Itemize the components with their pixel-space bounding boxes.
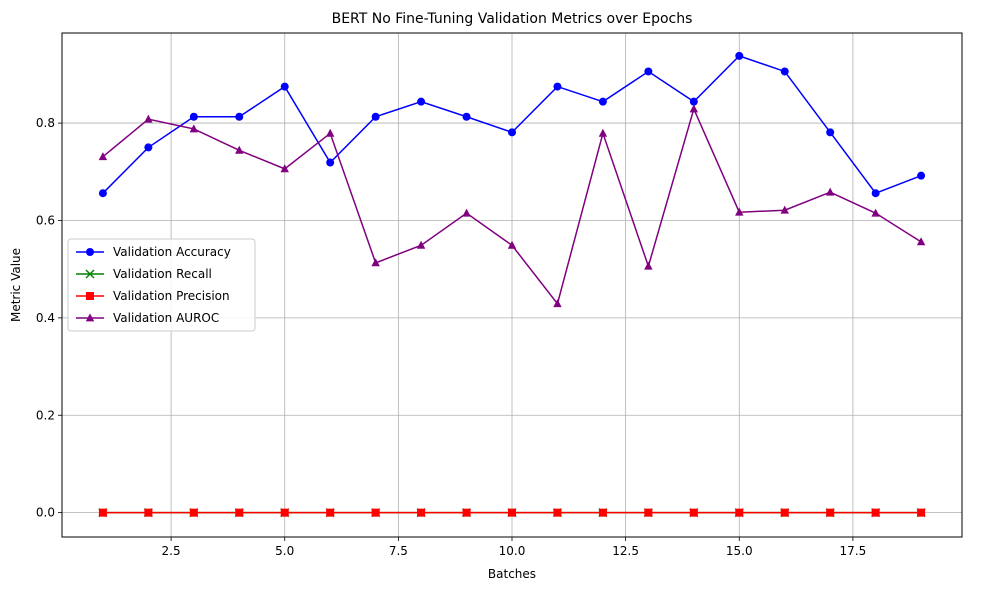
data-point-validation-precision: [735, 508, 744, 517]
data-point-validation-precision: [371, 508, 380, 517]
data-point-validation-accuracy: [826, 128, 835, 137]
legend-item-validation-auroc: Validation AUROC: [76, 311, 219, 325]
data-point-validation-auroc: [553, 299, 562, 308]
data-point-validation-precision: [644, 508, 653, 517]
legend-marker-validation-recall: [85, 269, 95, 279]
data-point-validation-auroc: [871, 208, 880, 217]
data-point-validation-precision: [826, 508, 835, 517]
data-point-validation-auroc: [598, 128, 608, 137]
data-point-validation-auroc: [462, 208, 471, 217]
data-point-validation-accuracy: [462, 112, 471, 121]
x-axis-title: Batches: [488, 567, 536, 581]
data-point-validation-accuracy: [417, 97, 426, 106]
y-tick-label: 0.2: [36, 408, 55, 422]
data-point-validation-auroc: [189, 124, 199, 133]
legend-item-validation-accuracy: Validation Accuracy: [76, 245, 231, 259]
data-point-validation-auroc: [98, 152, 108, 161]
data-point-validation-auroc: [735, 207, 744, 216]
legend-label: Validation Precision: [113, 289, 230, 303]
y-tick-label: 0.6: [36, 213, 55, 227]
data-point-validation-accuracy: [598, 97, 607, 106]
data-point-validation-accuracy: [326, 158, 335, 167]
data-point-validation-accuracy: [235, 112, 244, 121]
legend-item-validation-precision: Validation Precision: [76, 289, 230, 303]
data-point-validation-accuracy: [689, 97, 698, 106]
data-point-validation-accuracy: [189, 112, 198, 121]
data-point-validation-accuracy: [780, 67, 789, 76]
chart-title: BERT No Fine-Tuning Validation Metrics o…: [332, 11, 693, 27]
data-point-validation-accuracy: [280, 82, 289, 91]
data-point-validation-auroc: [507, 240, 517, 249]
data-point-validation-precision: [598, 508, 607, 517]
data-point-validation-accuracy: [371, 112, 380, 121]
data-point-validation-auroc: [144, 114, 153, 123]
data-point-validation-auroc: [280, 164, 289, 173]
data-point-validation-auroc: [325, 128, 335, 137]
legend-label: Validation Accuracy: [113, 245, 231, 259]
x-tick-label: 15.0: [726, 544, 753, 558]
legend-marker-validation-auroc: [85, 313, 95, 322]
x-tick-label: 5.0: [275, 544, 294, 558]
data-point-validation-precision: [280, 508, 289, 517]
data-point-validation-accuracy: [144, 143, 153, 152]
data-point-validation-auroc: [825, 187, 835, 196]
legend-box: [67, 238, 256, 332]
legend-marker-validation-precision: [86, 292, 94, 300]
data-point-validation-auroc: [416, 240, 426, 249]
data-point-validation-auroc: [644, 261, 653, 270]
data-point-validation-accuracy: [644, 67, 653, 76]
legend-label: Validation Recall: [113, 267, 212, 281]
data-point-validation-precision: [326, 508, 335, 517]
data-point-validation-accuracy: [871, 189, 880, 198]
data-point-validation-precision: [189, 508, 198, 517]
data-point-validation-auroc: [916, 237, 926, 246]
legend-label: Validation AUROC: [113, 311, 219, 325]
legend: Validation Accuracy Validation Recall Vali…: [67, 238, 256, 332]
series-validation-auroc: [98, 104, 926, 308]
data-point-validation-precision: [462, 508, 471, 517]
data-point-validation-accuracy: [98, 189, 107, 198]
data-point-validation-precision: [780, 508, 789, 517]
series-validation-precision: [98, 508, 926, 517]
y-tick-label: 0.4: [36, 311, 55, 325]
legend-marker-validation-accuracy: [86, 248, 94, 256]
data-point-validation-accuracy: [735, 51, 744, 60]
y-axis-title: Metric Value: [9, 248, 23, 322]
data-point-validation-auroc: [780, 205, 789, 214]
x-tick-label: 7.5: [389, 544, 408, 558]
data-point-validation-accuracy: [508, 128, 516, 137]
data-point-validation-precision: [144, 508, 153, 517]
data-point-validation-precision: [235, 508, 244, 517]
series-validation-accuracy: [98, 51, 926, 198]
data-point-validation-precision: [553, 508, 562, 517]
data-point-validation-precision: [917, 508, 926, 517]
series-layer: [98, 51, 926, 518]
data-point-validation-precision: [508, 508, 516, 517]
data-point-validation-auroc: [235, 145, 244, 154]
data-point-validation-precision: [98, 508, 107, 517]
data-point-validation-accuracy: [553, 82, 562, 91]
x-tick-label: 17.5: [840, 544, 867, 558]
data-point-validation-auroc: [371, 258, 380, 267]
data-point-validation-precision: [689, 508, 698, 517]
y-tick-label: 0.8: [36, 116, 55, 130]
x-tick-label: 10.0: [499, 544, 526, 558]
legend-item-validation-recall: Validation Recall: [76, 267, 212, 281]
data-point-validation-precision: [417, 508, 426, 517]
data-point-validation-auroc: [689, 104, 699, 113]
data-point-validation-precision: [871, 508, 880, 517]
data-point-validation-accuracy: [917, 171, 926, 180]
ticks: 2.5 5.0 7.5 10.0 12.5 15.0 17.5 0.0 0.2 0.4 0.6 0.8: [36, 116, 866, 558]
x-tick-label: 12.5: [612, 544, 639, 558]
y-tick-label: 0.0: [36, 506, 55, 520]
x-tick-label: 2.5: [162, 544, 181, 558]
